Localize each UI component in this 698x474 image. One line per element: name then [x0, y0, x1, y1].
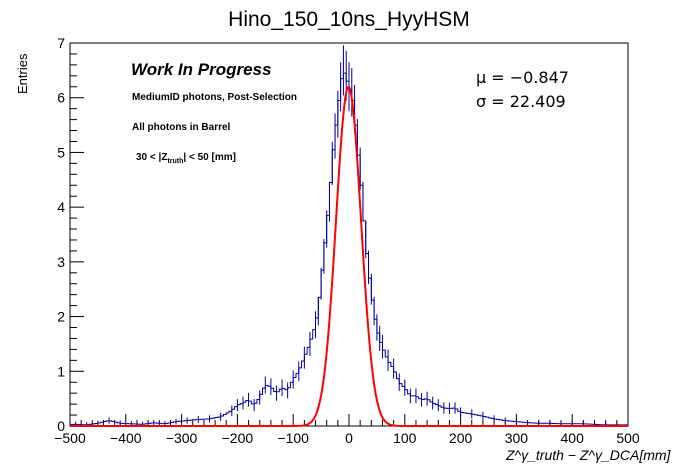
- x-tick-label: −200: [222, 430, 254, 446]
- gaussian-fit-curve: [70, 85, 628, 427]
- mu-label: μ = −0.847: [476, 68, 569, 87]
- work-in-progress-label: Work In Progress: [131, 60, 271, 79]
- x-tick-label: 100: [393, 430, 417, 446]
- fit-curve-group: [70, 85, 628, 427]
- x-tick-label: 500: [616, 430, 640, 446]
- y-tick-label: 0: [57, 418, 65, 434]
- y-tick-label: 3: [57, 254, 65, 270]
- region-label: All photons in Barrel: [132, 122, 231, 133]
- y-tick-label: 2: [57, 309, 65, 325]
- y-tick-label: 6: [57, 90, 65, 106]
- selection-label: MediumID photons, Post-Selection: [132, 92, 297, 103]
- x-tick-label: −300: [166, 430, 198, 446]
- z-range-label: 30 < |Ztruth| < 50 [mm]: [136, 152, 236, 165]
- x-axis: −500 −400 −300 −200 −100 0 100 200 300 400 500: [54, 414, 640, 446]
- x-tick-label: 0: [345, 430, 353, 446]
- x-axis-label: Z^γ_truth − Z^γ_DCA[mm]: [505, 447, 672, 463]
- y-axis-label: Entries: [15, 53, 30, 94]
- x-tick-label: 400: [561, 430, 585, 446]
- x-tick-label: 300: [505, 430, 529, 446]
- x-tick-label: 200: [449, 430, 473, 446]
- z-range-prefix: 30 < |Z: [136, 152, 167, 163]
- x-tick-label: −500: [54, 430, 86, 446]
- z-range-suffix: | < 50 [mm]: [183, 152, 236, 163]
- z-range-subscript: truth: [167, 158, 183, 165]
- x-tick-label: −400: [110, 430, 142, 446]
- sigma-label: σ = 22.409: [476, 92, 566, 111]
- x-tick-label: −100: [277, 430, 309, 446]
- y-axis: 0 1 2 3 4 5 6 7: [57, 35, 84, 434]
- y-tick-label: 5: [57, 144, 65, 160]
- y-tick-label: 7: [57, 35, 65, 51]
- chart-title: Hino_150_10ns_HyyHSM: [228, 8, 470, 31]
- y-tick-label: 1: [57, 363, 65, 379]
- y-tick-label: 4: [57, 199, 65, 215]
